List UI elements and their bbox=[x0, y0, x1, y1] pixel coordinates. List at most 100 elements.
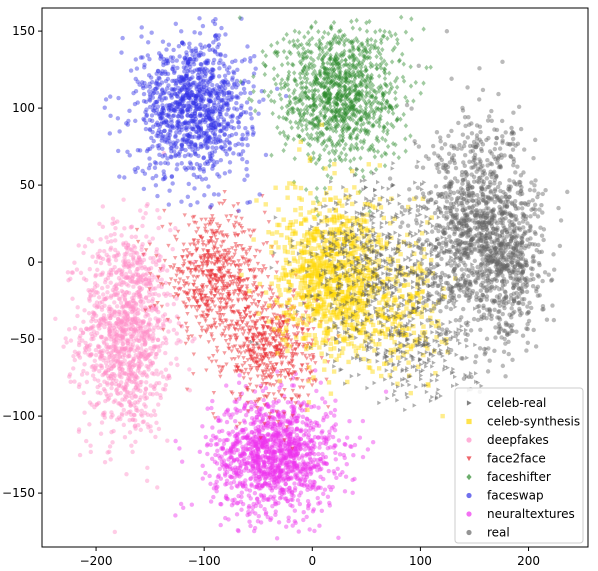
point-neuraltextures bbox=[302, 447, 308, 452]
point-deepfakes bbox=[145, 329, 150, 334]
point-face2face bbox=[325, 405, 331, 410]
point-deepfakes bbox=[113, 347, 118, 353]
point-deepfakes bbox=[143, 339, 148, 344]
point-neuraltextures bbox=[330, 484, 335, 490]
point-deepfakes bbox=[106, 367, 111, 373]
point-faceswap bbox=[163, 96, 169, 101]
point-deepfakes bbox=[130, 358, 136, 364]
point-deepfakes bbox=[133, 306, 139, 311]
point-neuraltextures bbox=[316, 462, 321, 468]
point-faceswap bbox=[166, 113, 171, 119]
point-neuraltextures bbox=[256, 514, 262, 519]
point-faceswap bbox=[149, 135, 154, 141]
point-faceswap bbox=[248, 56, 253, 61]
point-faceswap bbox=[217, 106, 223, 112]
point-neuraltextures bbox=[221, 438, 227, 443]
point-deepfakes bbox=[111, 293, 117, 298]
point-deepfakes bbox=[127, 430, 133, 435]
point-faceswap bbox=[166, 42, 172, 47]
point-faceswap bbox=[187, 124, 192, 130]
point-deepfakes bbox=[128, 360, 133, 365]
point-deepfakes bbox=[87, 422, 92, 427]
point-faceswap bbox=[242, 90, 247, 95]
point-deepfakes bbox=[156, 293, 162, 298]
point-deepfakes bbox=[129, 379, 135, 385]
point-neuraltextures bbox=[330, 434, 336, 440]
point-deepfakes bbox=[115, 292, 120, 297]
point-faceswap bbox=[133, 118, 138, 124]
point-faceswap bbox=[206, 98, 211, 103]
point-deepfakes bbox=[93, 272, 99, 278]
point-face2face bbox=[248, 377, 253, 382]
point-deepfakes bbox=[138, 382, 143, 388]
point-faceswap bbox=[199, 94, 204, 99]
point-faceswap bbox=[195, 146, 201, 151]
point-deepfakes bbox=[95, 384, 100, 390]
point-deepfakes bbox=[86, 344, 91, 349]
point-deepfakes bbox=[122, 255, 127, 260]
point-deepfakes bbox=[141, 330, 146, 335]
point-deepfakes bbox=[87, 289, 93, 295]
point-deepfakes bbox=[130, 364, 135, 370]
point-faceswap bbox=[195, 200, 200, 205]
point-deepfakes bbox=[101, 316, 106, 321]
point-neuraltextures bbox=[239, 490, 244, 495]
point-deepfakes bbox=[150, 292, 155, 297]
point-neuraltextures bbox=[323, 441, 329, 446]
point-faceswap bbox=[117, 129, 122, 134]
point-deepfakes bbox=[92, 377, 97, 382]
point-faceswap bbox=[202, 44, 208, 49]
point-neuraltextures bbox=[214, 485, 219, 491]
point-deepfakes bbox=[146, 336, 152, 341]
point-neuraltextures bbox=[244, 465, 249, 471]
point-deepfakes bbox=[153, 286, 158, 291]
point-deepfakes bbox=[123, 240, 129, 246]
point-neuraltextures bbox=[340, 470, 345, 475]
point-deepfakes bbox=[160, 374, 166, 379]
point-neuraltextures bbox=[314, 423, 319, 428]
point-deepfakes bbox=[124, 371, 129, 377]
point-deepfakes bbox=[143, 295, 149, 300]
point-deepfakes bbox=[111, 254, 117, 259]
point-deepfakes bbox=[132, 412, 137, 418]
point-deepfakes bbox=[90, 316, 96, 322]
point-neuraltextures bbox=[238, 454, 244, 459]
point-deepfakes bbox=[120, 335, 126, 341]
point-face2face bbox=[313, 361, 318, 366]
point-deepfakes bbox=[165, 438, 170, 443]
point-face2face bbox=[275, 260, 280, 265]
point-faceswap bbox=[225, 123, 231, 129]
point-neuraltextures bbox=[228, 461, 234, 466]
point-faceswap bbox=[133, 88, 139, 94]
point-deepfakes bbox=[142, 353, 147, 358]
point-deepfakes bbox=[124, 282, 129, 287]
point-faceswap bbox=[236, 124, 242, 130]
point-neuraltextures bbox=[215, 448, 220, 453]
point-deepfakes bbox=[143, 272, 148, 278]
point-deepfakes bbox=[87, 353, 93, 359]
point-deepfakes bbox=[93, 318, 98, 324]
point-deepfakes bbox=[130, 316, 135, 322]
point-deepfakes bbox=[112, 309, 117, 314]
point-deepfakes bbox=[128, 409, 133, 414]
point-deepfakes bbox=[162, 312, 168, 317]
point-deepfakes bbox=[127, 378, 132, 384]
point-faceswap bbox=[155, 193, 160, 199]
point-deepfakes bbox=[132, 317, 138, 323]
point-deepfakes bbox=[145, 364, 151, 370]
point-neuraltextures bbox=[251, 456, 256, 462]
point-deepfakes bbox=[93, 352, 99, 358]
point-deepfakes bbox=[113, 340, 118, 345]
point-faceswap bbox=[244, 166, 249, 172]
point-deepfakes bbox=[176, 321, 182, 326]
point-deepfakes bbox=[144, 281, 149, 287]
point-deepfakes bbox=[81, 319, 86, 325]
point-neuraltextures bbox=[301, 517, 306, 523]
point-neuraltextures bbox=[288, 468, 293, 474]
point-faceswap bbox=[177, 54, 182, 59]
point-deepfakes bbox=[110, 287, 116, 293]
point-faceswap bbox=[160, 176, 166, 182]
point-deepfakes bbox=[158, 395, 163, 401]
point-deepfakes bbox=[113, 238, 118, 243]
point-faceswap bbox=[152, 102, 157, 107]
